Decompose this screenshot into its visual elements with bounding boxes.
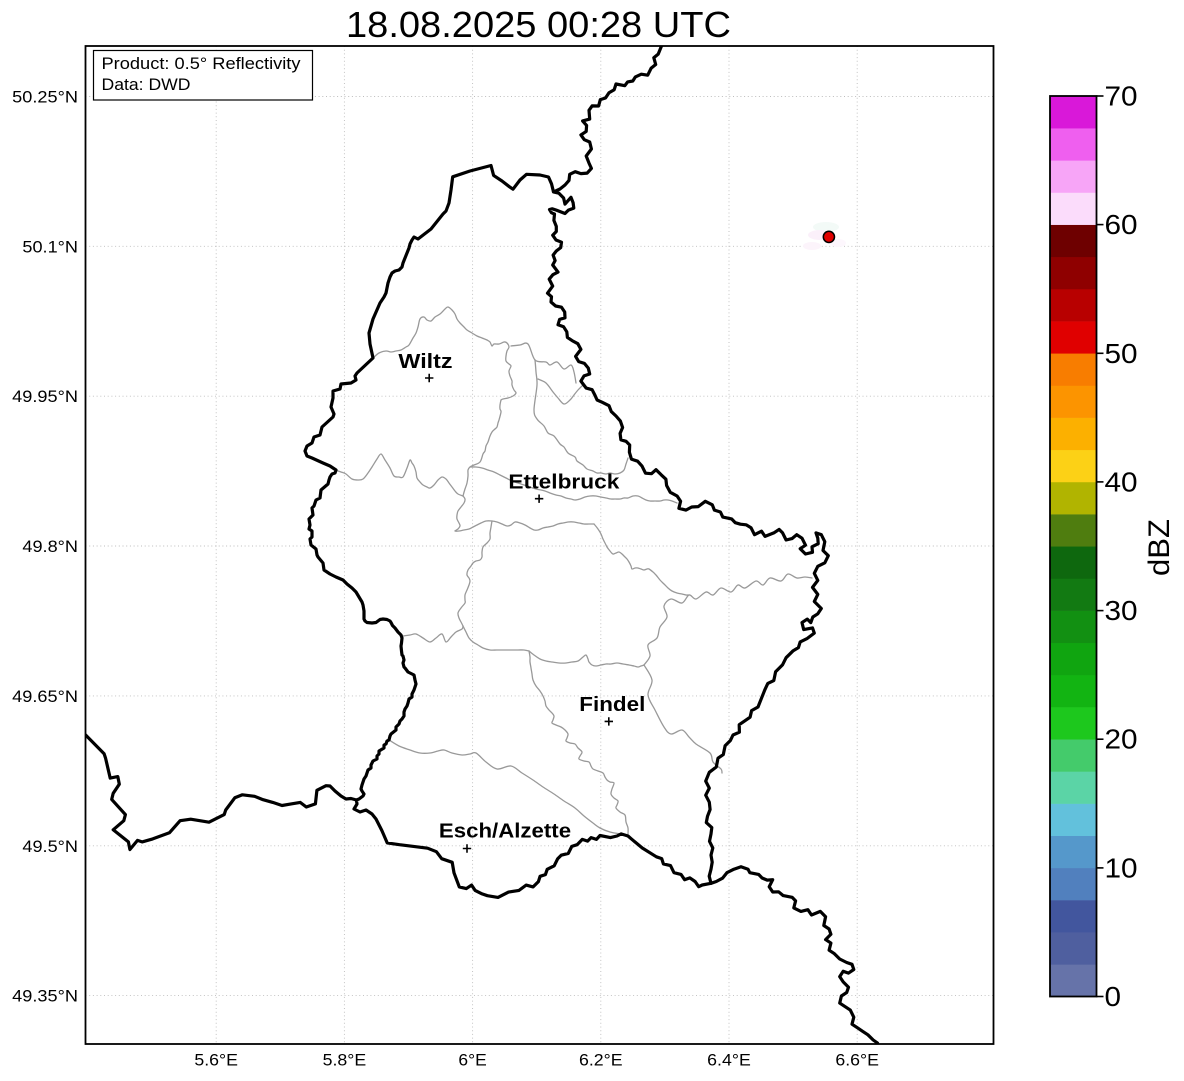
svg-text:6.4°E: 6.4°E bbox=[707, 1051, 751, 1070]
svg-text:49.5°N: 49.5°N bbox=[22, 837, 78, 856]
svg-text:49.95°N: 49.95°N bbox=[12, 387, 78, 406]
svg-text:30: 30 bbox=[1105, 595, 1138, 626]
svg-text:70: 70 bbox=[1105, 81, 1138, 112]
svg-text:49.65°N: 49.65°N bbox=[12, 687, 78, 706]
svg-text:Product: 0.5° Reflectivity: Product: 0.5° Reflectivity bbox=[102, 54, 302, 73]
svg-text:20: 20 bbox=[1105, 724, 1138, 755]
svg-text:Findel: Findel bbox=[579, 694, 645, 716]
svg-text:50.25°N: 50.25°N bbox=[12, 88, 78, 107]
svg-text:49.8°N: 49.8°N bbox=[22, 537, 78, 556]
svg-text:18.08.2025 00:28 UTC: 18.08.2025 00:28 UTC bbox=[346, 4, 731, 45]
svg-text:6.6°E: 6.6°E bbox=[835, 1051, 879, 1070]
svg-text:5.8°E: 5.8°E bbox=[323, 1051, 367, 1070]
svg-text:50.1°N: 50.1°N bbox=[22, 237, 78, 256]
svg-text:6°E: 6°E bbox=[458, 1051, 486, 1070]
svg-text:Esch/Alzette: Esch/Alzette bbox=[439, 821, 571, 843]
svg-text:Ettelbruck: Ettelbruck bbox=[508, 472, 620, 494]
svg-text:10: 10 bbox=[1105, 852, 1138, 883]
svg-text:5.6°E: 5.6°E bbox=[194, 1051, 238, 1070]
svg-text:50: 50 bbox=[1105, 338, 1138, 369]
svg-text:49.35°N: 49.35°N bbox=[12, 987, 78, 1006]
svg-text:60: 60 bbox=[1105, 209, 1138, 240]
svg-text:dBZ: dBZ bbox=[1143, 519, 1176, 576]
svg-text:40: 40 bbox=[1105, 466, 1138, 497]
svg-text:0: 0 bbox=[1105, 981, 1122, 1012]
svg-text:Wiltz: Wiltz bbox=[398, 351, 452, 373]
svg-text:6.2°E: 6.2°E bbox=[579, 1051, 623, 1070]
svg-text:Data: DWD: Data: DWD bbox=[102, 75, 191, 94]
